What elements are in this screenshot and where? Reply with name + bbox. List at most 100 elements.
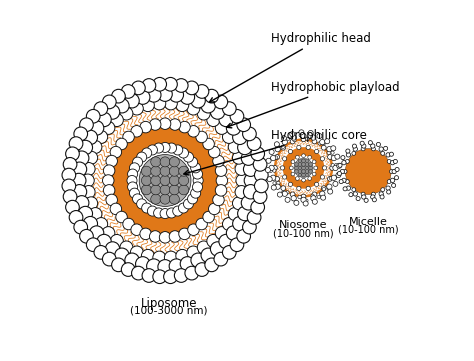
Circle shape — [80, 230, 93, 243]
Circle shape — [340, 169, 345, 174]
Circle shape — [282, 139, 287, 145]
Circle shape — [277, 192, 283, 197]
Circle shape — [327, 147, 332, 152]
Circle shape — [110, 203, 122, 215]
Circle shape — [78, 140, 92, 155]
Circle shape — [331, 146, 336, 151]
Circle shape — [154, 208, 164, 218]
Circle shape — [222, 102, 236, 116]
Circle shape — [233, 217, 247, 231]
Circle shape — [86, 109, 100, 123]
Circle shape — [269, 169, 273, 173]
Circle shape — [283, 157, 287, 161]
Circle shape — [149, 119, 161, 130]
Circle shape — [305, 166, 309, 170]
Circle shape — [371, 144, 375, 148]
Circle shape — [380, 195, 384, 199]
Circle shape — [236, 174, 249, 187]
Circle shape — [391, 178, 395, 183]
Circle shape — [191, 253, 205, 268]
Circle shape — [336, 139, 401, 204]
Circle shape — [81, 174, 94, 187]
Circle shape — [130, 246, 143, 259]
Circle shape — [214, 95, 228, 109]
Circle shape — [73, 184, 87, 199]
Circle shape — [275, 177, 280, 181]
Circle shape — [72, 173, 86, 188]
Circle shape — [164, 251, 177, 264]
Circle shape — [154, 143, 164, 153]
Text: Liposome: Liposome — [140, 297, 197, 310]
Circle shape — [116, 211, 128, 223]
Circle shape — [130, 102, 143, 115]
Circle shape — [128, 169, 137, 179]
Circle shape — [297, 145, 301, 149]
Circle shape — [102, 227, 115, 240]
Circle shape — [178, 148, 189, 158]
Circle shape — [301, 133, 306, 139]
Circle shape — [309, 166, 312, 170]
Circle shape — [120, 241, 133, 254]
Circle shape — [139, 155, 191, 206]
Circle shape — [356, 196, 360, 201]
Circle shape — [253, 157, 267, 171]
Circle shape — [381, 151, 385, 155]
Circle shape — [386, 186, 390, 190]
Circle shape — [137, 199, 147, 209]
Circle shape — [110, 114, 123, 126]
Circle shape — [273, 182, 276, 185]
Circle shape — [387, 160, 391, 164]
Circle shape — [253, 190, 267, 204]
Circle shape — [235, 162, 248, 175]
Circle shape — [312, 172, 316, 176]
Circle shape — [169, 157, 180, 167]
Circle shape — [214, 252, 228, 266]
Circle shape — [166, 208, 177, 218]
Circle shape — [169, 185, 180, 195]
Circle shape — [188, 224, 199, 235]
Circle shape — [329, 177, 333, 180]
Circle shape — [94, 102, 108, 116]
Polygon shape — [111, 127, 219, 234]
Circle shape — [337, 163, 342, 168]
Circle shape — [127, 175, 137, 186]
Circle shape — [301, 159, 305, 163]
Circle shape — [291, 135, 296, 140]
Circle shape — [160, 175, 170, 186]
Circle shape — [293, 138, 296, 142]
Circle shape — [160, 194, 170, 204]
Circle shape — [65, 147, 79, 161]
Circle shape — [311, 135, 316, 140]
Circle shape — [69, 137, 83, 151]
Circle shape — [197, 107, 210, 120]
Circle shape — [381, 188, 385, 192]
Circle shape — [215, 227, 228, 240]
Circle shape — [317, 134, 322, 139]
Circle shape — [74, 196, 89, 210]
Circle shape — [328, 155, 332, 159]
Circle shape — [308, 156, 311, 159]
Circle shape — [306, 186, 310, 191]
Circle shape — [342, 178, 346, 183]
Circle shape — [312, 139, 317, 144]
Circle shape — [128, 182, 137, 192]
Circle shape — [321, 145, 326, 150]
Circle shape — [58, 73, 272, 288]
Circle shape — [312, 135, 315, 138]
Circle shape — [151, 157, 161, 167]
Circle shape — [325, 139, 330, 144]
Circle shape — [275, 155, 280, 159]
Circle shape — [121, 263, 135, 277]
Circle shape — [153, 97, 166, 110]
Circle shape — [241, 196, 255, 210]
Circle shape — [292, 197, 295, 201]
Circle shape — [274, 156, 278, 159]
Circle shape — [151, 166, 161, 176]
Circle shape — [327, 184, 332, 190]
Circle shape — [151, 175, 161, 186]
Circle shape — [392, 169, 396, 174]
Circle shape — [271, 155, 276, 161]
Circle shape — [241, 151, 255, 165]
Circle shape — [112, 89, 125, 103]
Circle shape — [185, 81, 199, 95]
